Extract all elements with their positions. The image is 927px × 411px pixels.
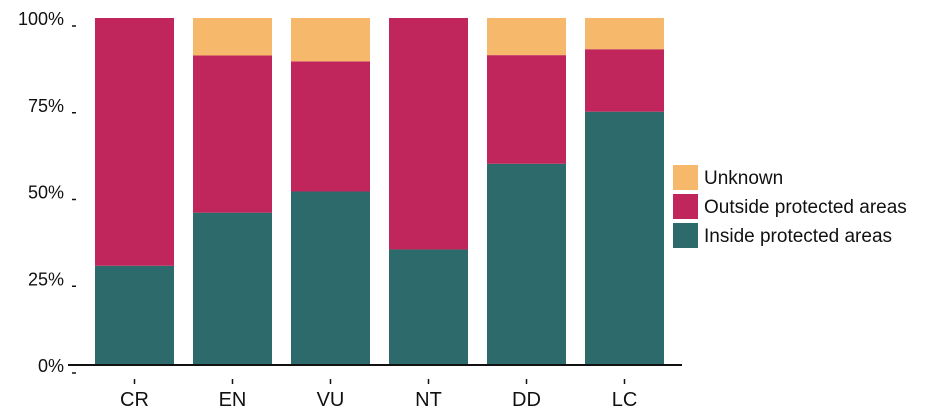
bar-vu-series-1: [291, 61, 370, 192]
bar-nt-series-0: [389, 249, 468, 365]
bar-vu-series-0: [291, 191, 370, 365]
x-tick-label-cr: CR: [120, 389, 149, 411]
y-tick-label: 0%: [38, 356, 64, 376]
x-tick-label-en: EN: [219, 389, 247, 411]
bar-cr-series-1: [95, 18, 174, 266]
bar-nt-series-1: [389, 18, 468, 250]
legend-swatch: [673, 165, 698, 190]
legend-label: Outside protected areas: [704, 197, 907, 218]
y-tick-label: 100%: [18, 9, 64, 29]
legend-label: Inside protected areas: [704, 226, 892, 247]
bar-cr-series-0: [95, 265, 174, 365]
y-tick-label: 75%: [28, 96, 64, 116]
x-tick-label-lc: LC: [612, 389, 638, 411]
legend: Unknown Outside protected areas Inside pro…: [673, 165, 907, 248]
bar-lc-series-1: [585, 49, 664, 112]
bar-dd-series-2: [487, 18, 566, 56]
x-tick-label-vu: VU: [317, 389, 345, 411]
bar-en-series-0: [193, 212, 272, 365]
bar-en-series-1: [193, 55, 272, 213]
y-tick-label: 25%: [28, 269, 64, 289]
bars-layer: [95, 18, 664, 365]
bar-dd-series-0: [487, 163, 566, 365]
bar-vu-series-2: [291, 18, 370, 62]
legend-label: Unknown: [704, 168, 783, 189]
x-axis: CR EN VU NT DD LC: [68, 364, 682, 411]
bar-lc-series-2: [585, 18, 664, 50]
bar-en-series-2: [193, 18, 272, 56]
y-tick-label: 50%: [28, 183, 64, 203]
x-tick-label-dd: DD: [512, 389, 541, 411]
bar-lc-series-0: [585, 111, 664, 365]
y-axis: 0% 25% 50% 75% 100%: [18, 9, 76, 376]
legend-swatch: [673, 223, 698, 248]
bar-dd-series-1: [487, 55, 566, 164]
x-tick-label-nt: NT: [415, 389, 442, 411]
legend-swatch: [673, 194, 698, 219]
